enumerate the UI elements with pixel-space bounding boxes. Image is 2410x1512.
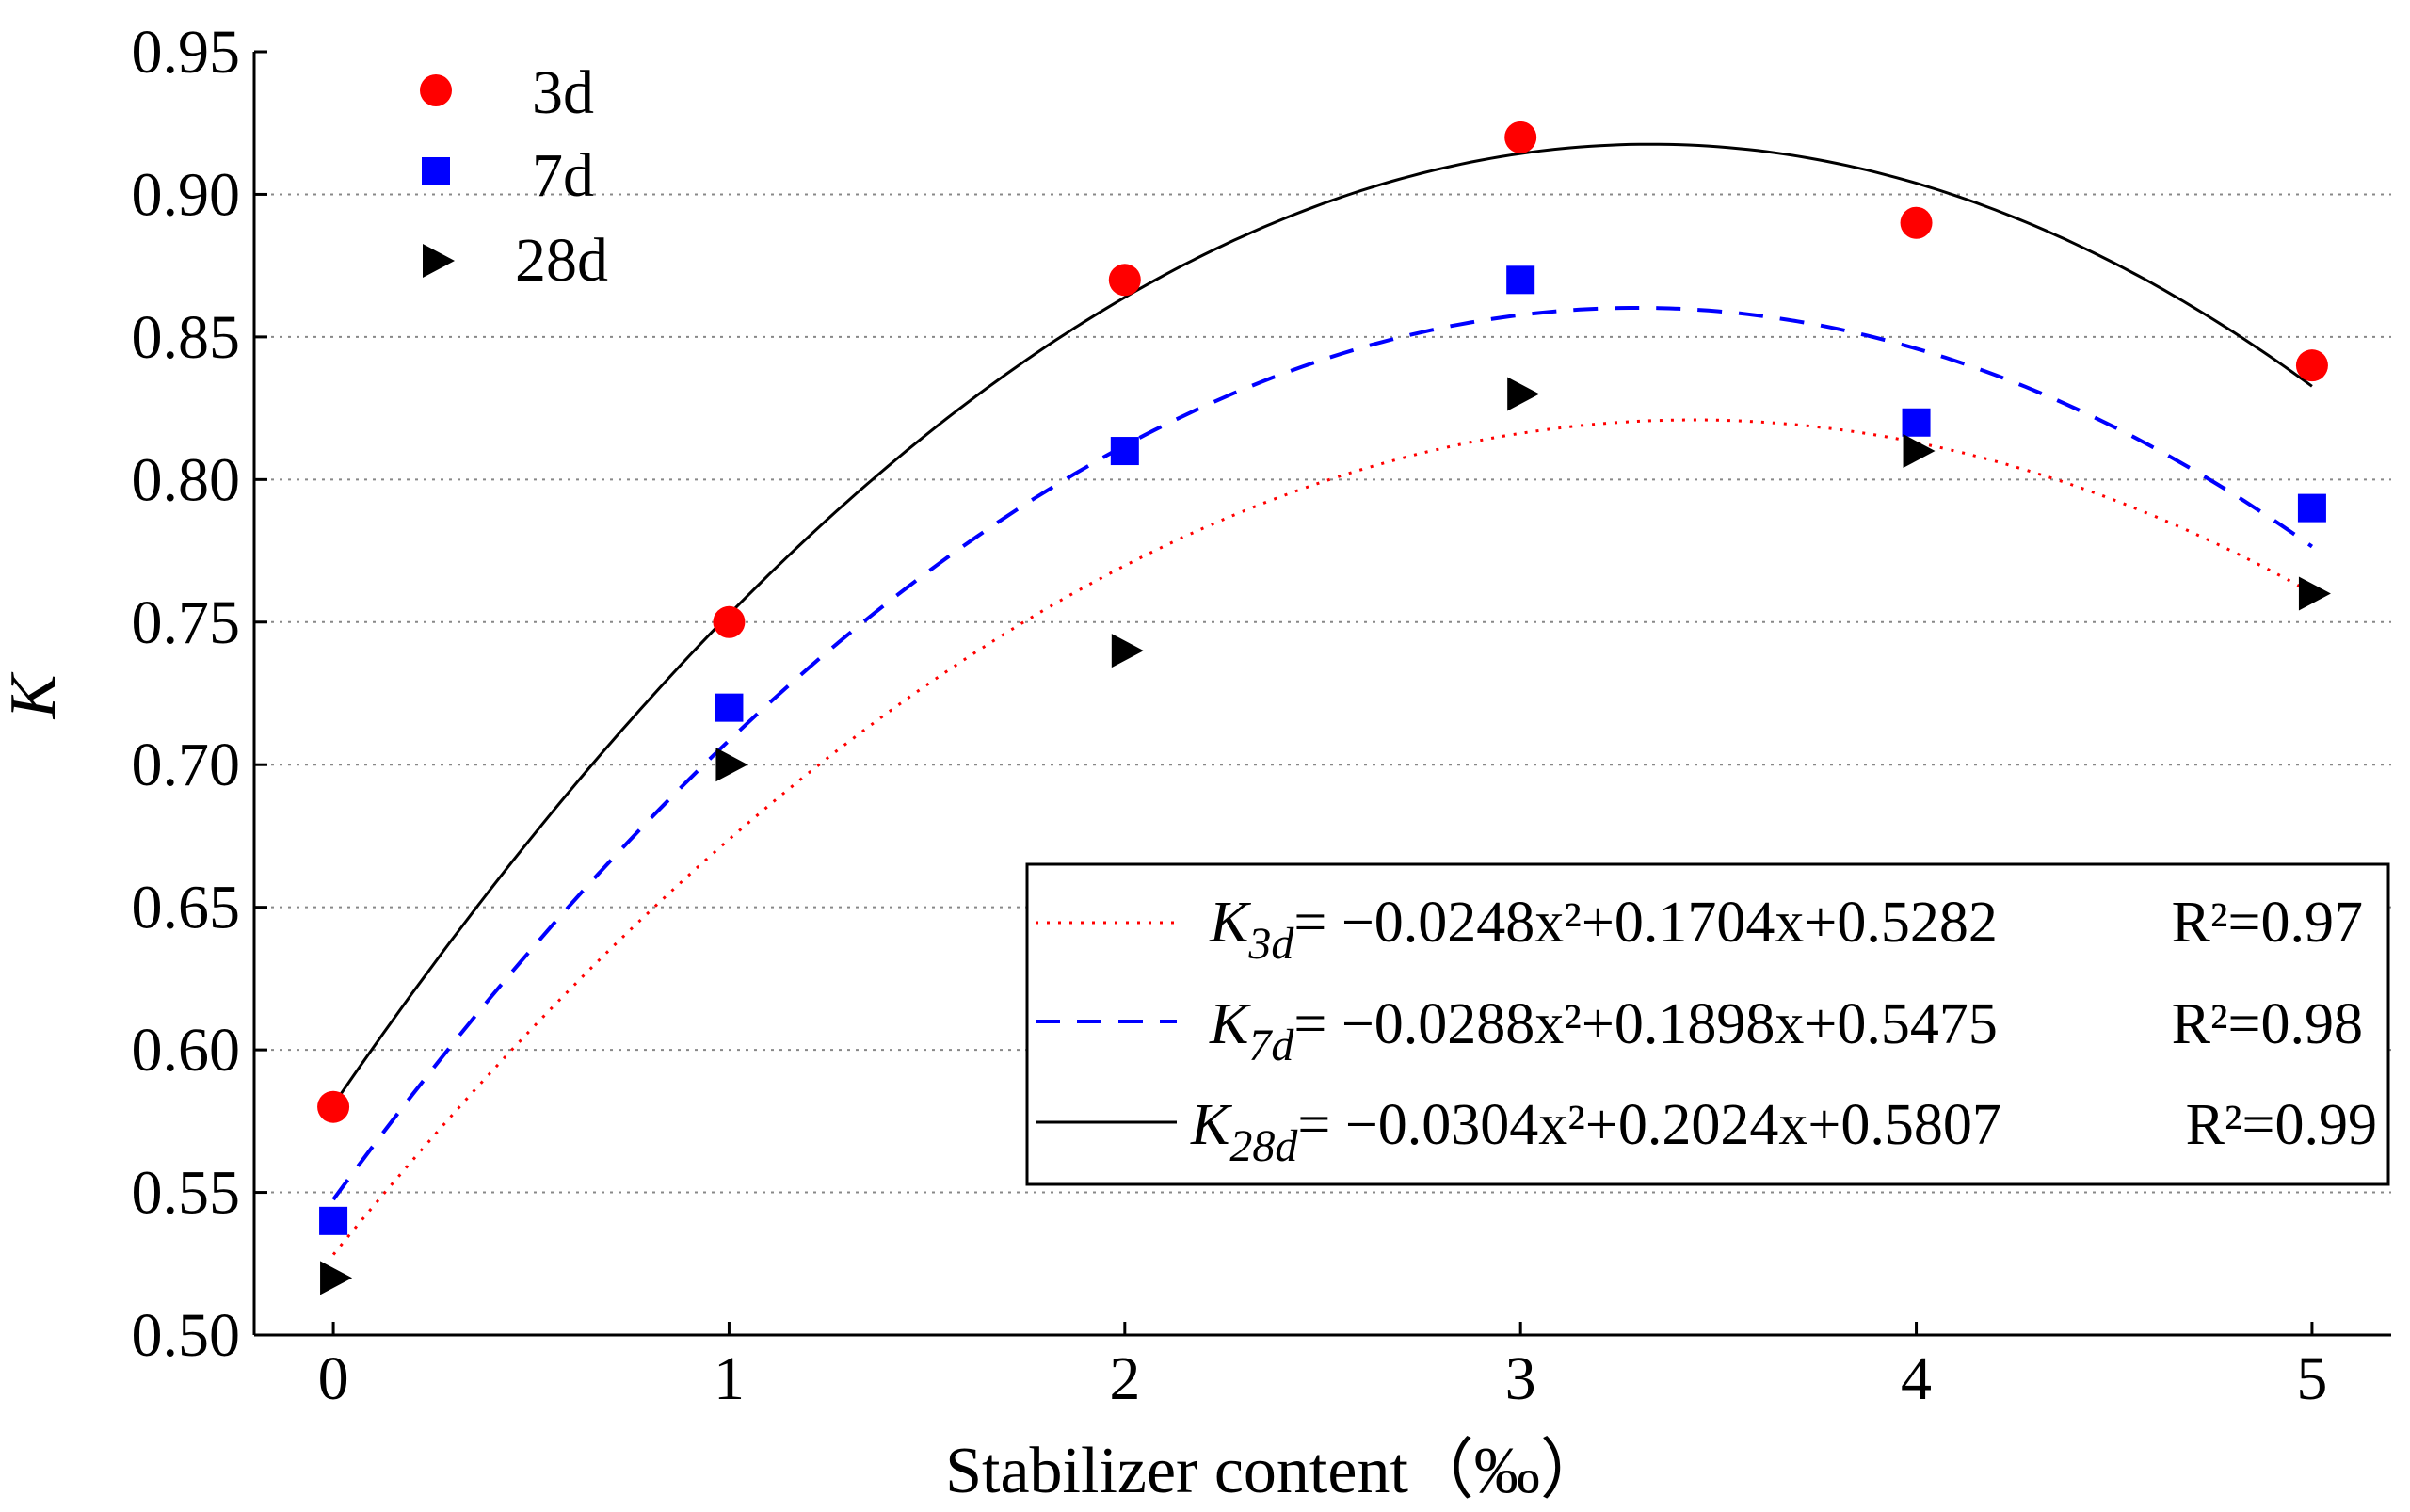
y-tick-label-3: 0.65 bbox=[132, 874, 241, 942]
y-tick-label-5: 0.75 bbox=[132, 588, 241, 657]
point-28d-2 bbox=[1111, 634, 1144, 668]
point-3d-0 bbox=[317, 1090, 350, 1123]
point-7d-5 bbox=[2297, 493, 2326, 523]
x-tick-label-5: 5 bbox=[2296, 1344, 2327, 1413]
point-3d-1 bbox=[713, 605, 746, 638]
point-3d-5 bbox=[2295, 349, 2328, 382]
x-axis-title: Stabilizer content（‰） bbox=[945, 1435, 1606, 1507]
legend-label-7d: 7d bbox=[532, 141, 594, 210]
fit-r2-3d: R²=0.97 bbox=[2172, 891, 2363, 955]
fit-equation-3d: K3d= −0.0248x²+0.1704x+0.5282 bbox=[1209, 891, 1998, 969]
point-7d-3 bbox=[1506, 265, 1535, 295]
point-7d-1 bbox=[715, 693, 744, 722]
point-28d-3 bbox=[1507, 377, 1540, 411]
axes bbox=[252, 52, 2391, 1337]
fit-r2-7d: R²=0.98 bbox=[2172, 992, 2363, 1056]
x-tick-label-1: 1 bbox=[714, 1344, 745, 1413]
fit-r2-28d: R²=0.99 bbox=[2186, 1093, 2377, 1157]
y-tick-label-1: 0.55 bbox=[132, 1159, 241, 1228]
fit-equation-box: K3d= −0.0248x²+0.1704x+0.5282 R²=0.97 K7… bbox=[1025, 862, 2390, 1186]
x-tick-label-3: 3 bbox=[1505, 1344, 1536, 1413]
fit-equation-7d: K7d= −0.0288x²+0.1898x+0.5475 bbox=[1209, 992, 1998, 1070]
y-tick-label-6: 0.80 bbox=[132, 445, 241, 514]
series-legend: 3d 7d 28d bbox=[420, 58, 608, 295]
x-tick-label-2: 2 bbox=[1109, 1344, 1140, 1413]
legend-label-3d: 3d bbox=[532, 58, 594, 127]
fit-curves bbox=[331, 142, 2314, 1256]
point-7d-2 bbox=[1110, 437, 1139, 466]
y-tick-label-4: 0.70 bbox=[132, 731, 241, 799]
point-28d-0 bbox=[320, 1261, 353, 1295]
x-tick-label-4: 4 bbox=[1901, 1344, 1932, 1413]
fit-curve-7d bbox=[331, 306, 2314, 1201]
point-7d-4 bbox=[1902, 408, 1931, 437]
y-tick-label-8: 0.90 bbox=[132, 160, 241, 229]
point-3d-3 bbox=[1504, 121, 1537, 153]
fit-legend-border bbox=[1025, 862, 2390, 1186]
y-tick-label-7: 0.85 bbox=[132, 303, 241, 372]
legend-marker-7d bbox=[422, 157, 450, 185]
y-tick-label-9: 0.95 bbox=[132, 18, 241, 87]
legend-marker-3d bbox=[420, 74, 452, 106]
legend-marker-28d bbox=[423, 244, 455, 278]
y-axis-title: K bbox=[0, 671, 70, 719]
fit-curve-28d bbox=[331, 142, 2313, 1106]
point-3d-4 bbox=[1900, 206, 1933, 239]
y-tick-label-2: 0.60 bbox=[132, 1016, 241, 1085]
data-points bbox=[317, 121, 2331, 1295]
ticks: 0.50 0.55 0.60 0.65 0.70 0.75 0.80 0.85 0.90 0.95… bbox=[132, 18, 2328, 1413]
legend-label-28d: 28d bbox=[515, 226, 608, 295]
point-3d-2 bbox=[1108, 264, 1141, 297]
y-tick-label-0: 0.50 bbox=[132, 1301, 241, 1370]
point-28d-5 bbox=[2298, 576, 2331, 611]
point-28d-4 bbox=[1903, 434, 1936, 469]
point-7d-0 bbox=[319, 1206, 348, 1235]
x-tick-label-0: 0 bbox=[318, 1344, 349, 1413]
fit-equation-28d: K28d= −0.0304x²+0.2024x+0.5807 bbox=[1190, 1093, 2001, 1171]
point-28d-1 bbox=[715, 748, 748, 782]
